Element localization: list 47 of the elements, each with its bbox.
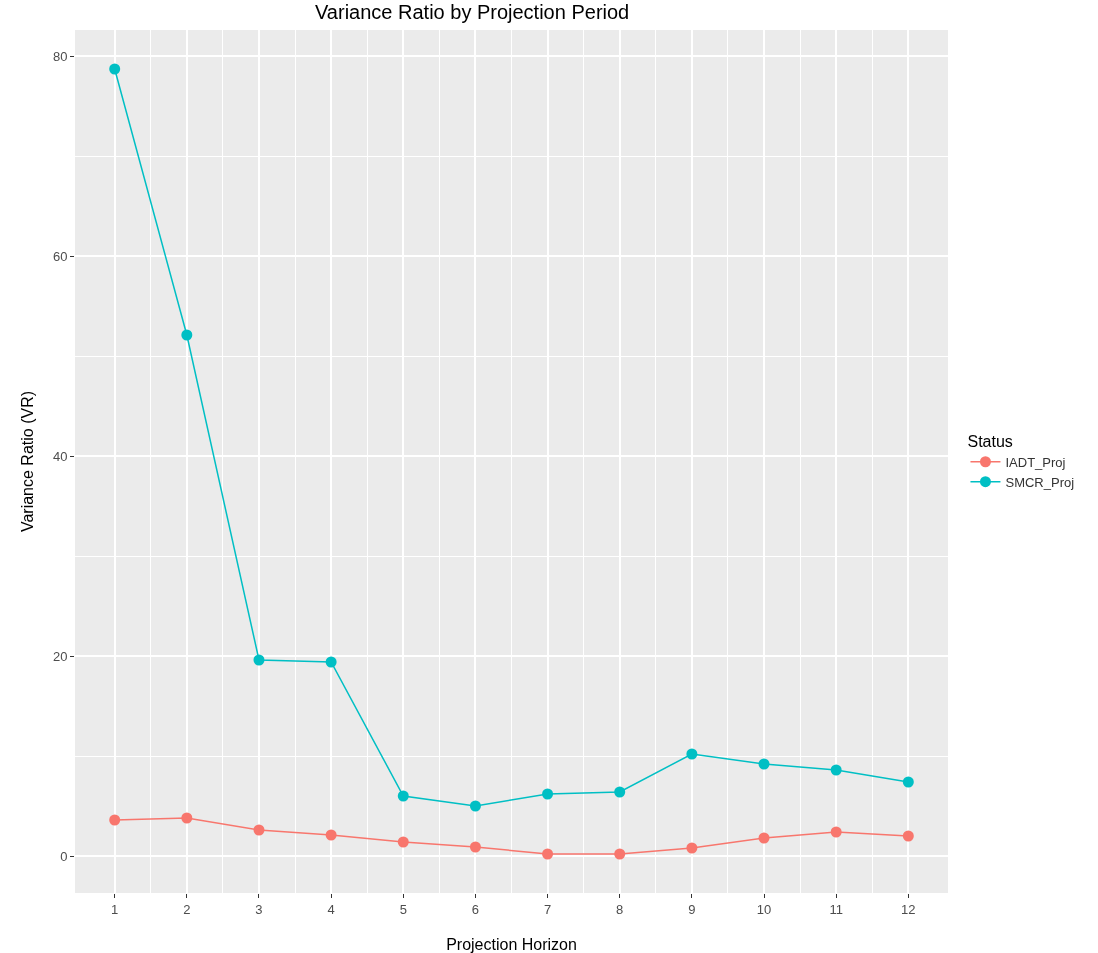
point — [542, 788, 554, 800]
point — [614, 848, 626, 860]
point — [542, 848, 554, 860]
point — [109, 63, 121, 75]
x-tick-label: 12 — [901, 901, 916, 917]
point — [109, 814, 121, 826]
legend-label: SMCR_Proj — [1005, 474, 1075, 490]
point — [469, 800, 481, 812]
x-tick-label: 1 — [111, 901, 119, 917]
point — [686, 748, 698, 760]
y-tick-label: 20 — [52, 648, 68, 664]
x-tick-label: 5 — [399, 901, 407, 917]
y-tick-label: 0 — [60, 848, 68, 864]
point — [902, 830, 914, 842]
x-tick-label: 3 — [255, 901, 263, 917]
legend-title: Status — [967, 432, 1013, 450]
point — [181, 329, 193, 341]
point — [758, 832, 770, 844]
x-tick-label: 11 — [829, 901, 843, 917]
y-tick-label: 40 — [52, 448, 68, 464]
x-tick-label: 9 — [688, 901, 696, 917]
point — [325, 656, 337, 668]
y-axis-title: Variance Ratio (VR) — [19, 390, 36, 533]
point — [469, 841, 481, 853]
point — [902, 776, 914, 788]
point — [830, 826, 842, 838]
x-tick-label: 6 — [471, 901, 480, 917]
point — [253, 824, 265, 836]
legend-label: IADT_Proj — [1005, 454, 1066, 470]
x-tick-label: 7 — [543, 901, 552, 917]
x-tick-label: 10 — [756, 901, 772, 917]
point — [325, 829, 337, 841]
x-tick-label: 4 — [327, 901, 335, 917]
point — [830, 764, 842, 776]
point — [686, 842, 698, 854]
point — [397, 836, 409, 848]
y-tick-label: 60 — [52, 248, 68, 264]
point — [253, 654, 265, 666]
chart-title: Variance Ratio by Projection Period — [315, 0, 630, 23]
point — [397, 790, 409, 802]
x-tick-label: 2 — [183, 901, 191, 917]
y-tick-label: 80 — [52, 48, 68, 64]
x-tick-label: 8 — [616, 901, 624, 917]
point — [758, 758, 770, 770]
x-axis-title: Projection Horizon — [446, 936, 577, 953]
point — [181, 812, 193, 824]
point — [614, 786, 626, 798]
